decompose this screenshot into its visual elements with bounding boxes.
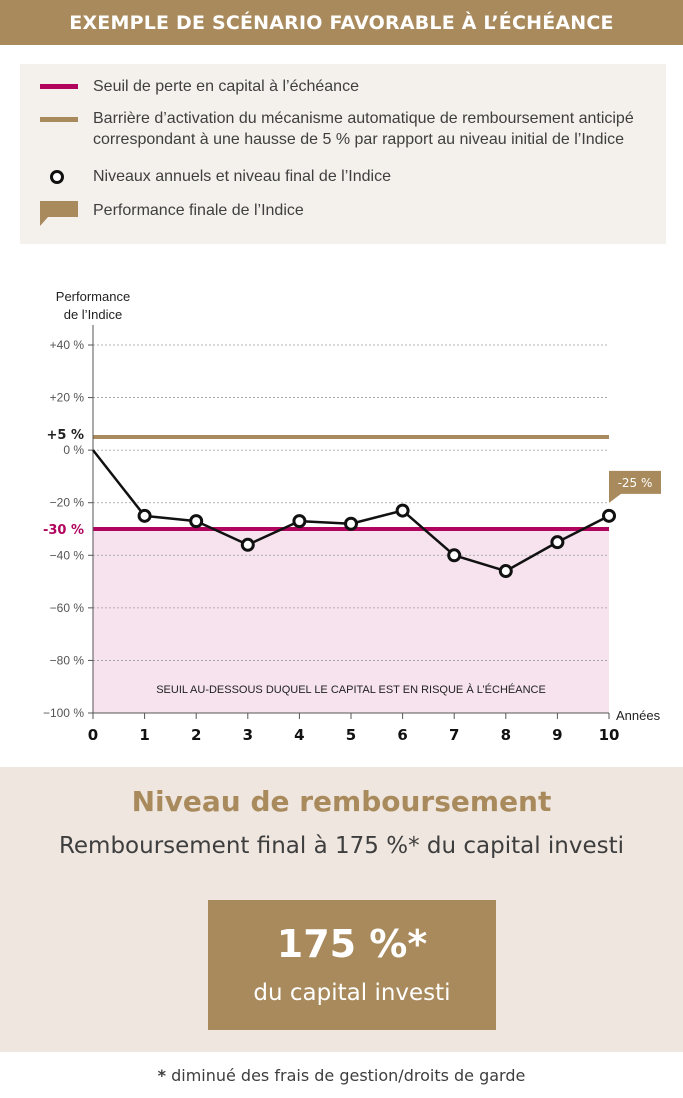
- index-point: [189, 514, 204, 529]
- x-tick-label: 6: [397, 726, 407, 744]
- footnote-text: diminué des frais de gestion/droits de g…: [166, 1066, 526, 1085]
- repayment-title: Niveau de remboursement: [131, 785, 552, 818]
- x-tick-label: 2: [191, 726, 201, 744]
- y-tick-label: −60 %: [50, 601, 85, 615]
- threshold-label: -30 %: [43, 523, 84, 538]
- legend-label: Niveaux annuels et niveau final de l’Ind…: [93, 168, 391, 185]
- risk-zone: [93, 529, 609, 713]
- legend: Seuil de perte en capital à l’échéance B…: [20, 64, 666, 244]
- y-tick-label: −40 %: [50, 548, 85, 562]
- index-point: [240, 537, 255, 552]
- gold-callout-icon: [40, 201, 78, 226]
- index-point: [550, 535, 565, 550]
- index-points: [137, 503, 616, 579]
- x-tick-label: 0: [88, 726, 98, 744]
- x-tick-label: 7: [449, 726, 459, 744]
- x-tick-label: 10: [599, 726, 620, 744]
- footnote: * diminué des frais de gestion/droits de…: [0, 1066, 683, 1085]
- repayment-box: 175 %* du capital investi: [208, 900, 496, 1030]
- x-tick-label: 1: [139, 726, 149, 744]
- index-point: [137, 508, 152, 523]
- circle-marker-icon: [50, 170, 64, 184]
- index-point: [395, 503, 410, 518]
- y-tick-label: +20 %: [50, 391, 85, 405]
- y-tick-label: −20 %: [50, 496, 85, 510]
- gold-line-icon: [40, 117, 78, 122]
- repayment-value-label: du capital investi: [253, 980, 451, 1006]
- legend-label: Barrière d’activation du mécanisme autom…: [93, 110, 634, 148]
- legend-label: Seuil de perte en capital à l’échéance: [93, 78, 359, 95]
- page-title: EXEMPLE DE SCÉNARIO FAVORABLE À L’ÉCHÉAN…: [0, 0, 683, 45]
- x-axis-ticks: 0 1 2 3 4 5 6 7 8 9 10: [88, 713, 620, 744]
- index-point: [344, 516, 358, 531]
- index-point: [447, 548, 462, 563]
- y-axis-label: Performance: [56, 289, 130, 304]
- x-tick-label: 3: [243, 726, 253, 744]
- y-tick-label: −80 %: [50, 653, 85, 667]
- repayment-value: 175 %*: [276, 922, 428, 966]
- final-performance-label: -25 %: [618, 476, 653, 490]
- x-tick-label: 4: [294, 726, 304, 744]
- y-axis-ticks: +40 % +20 % 0 % −20 % −40 % −60 % −80 % −100 %: [43, 338, 93, 720]
- risk-zone-label: SEUIL AU-DESSOUS DUQUEL LE CAPITAL EST E…: [156, 683, 546, 696]
- x-tick-label: 9: [552, 726, 562, 744]
- y-tick-label: −100 %: [43, 706, 84, 720]
- magenta-line-icon: [40, 84, 78, 89]
- index-point: [498, 564, 513, 579]
- final-performance-callout: -25 %: [609, 470, 661, 503]
- grid-lines: [93, 344, 609, 661]
- index-point: [292, 514, 307, 529]
- index-point: [602, 508, 616, 523]
- repayment-subtitle: Remboursement final à 175 %* du capital …: [58, 833, 625, 859]
- legend-label: Performance finale de l’Indice: [93, 202, 304, 219]
- y-tick-label: +40 %: [50, 338, 85, 352]
- x-axis-label: Années: [616, 708, 661, 723]
- footnote-star: *: [157, 1066, 166, 1085]
- performance-chart: +40 %+20 %0 %−20 %−40 %−60 %−80 %−100 % …: [43, 289, 661, 744]
- repayment-panel: Niveau de remboursement Remboursement fi…: [0, 767, 683, 1052]
- x-tick-label: 8: [501, 726, 511, 744]
- x-tick-label: 5: [346, 726, 356, 744]
- y-axis-label-2: de l’Indice: [64, 307, 123, 322]
- barrier-label: +5 %: [47, 428, 85, 443]
- y-tick-label: 0 %: [63, 443, 84, 457]
